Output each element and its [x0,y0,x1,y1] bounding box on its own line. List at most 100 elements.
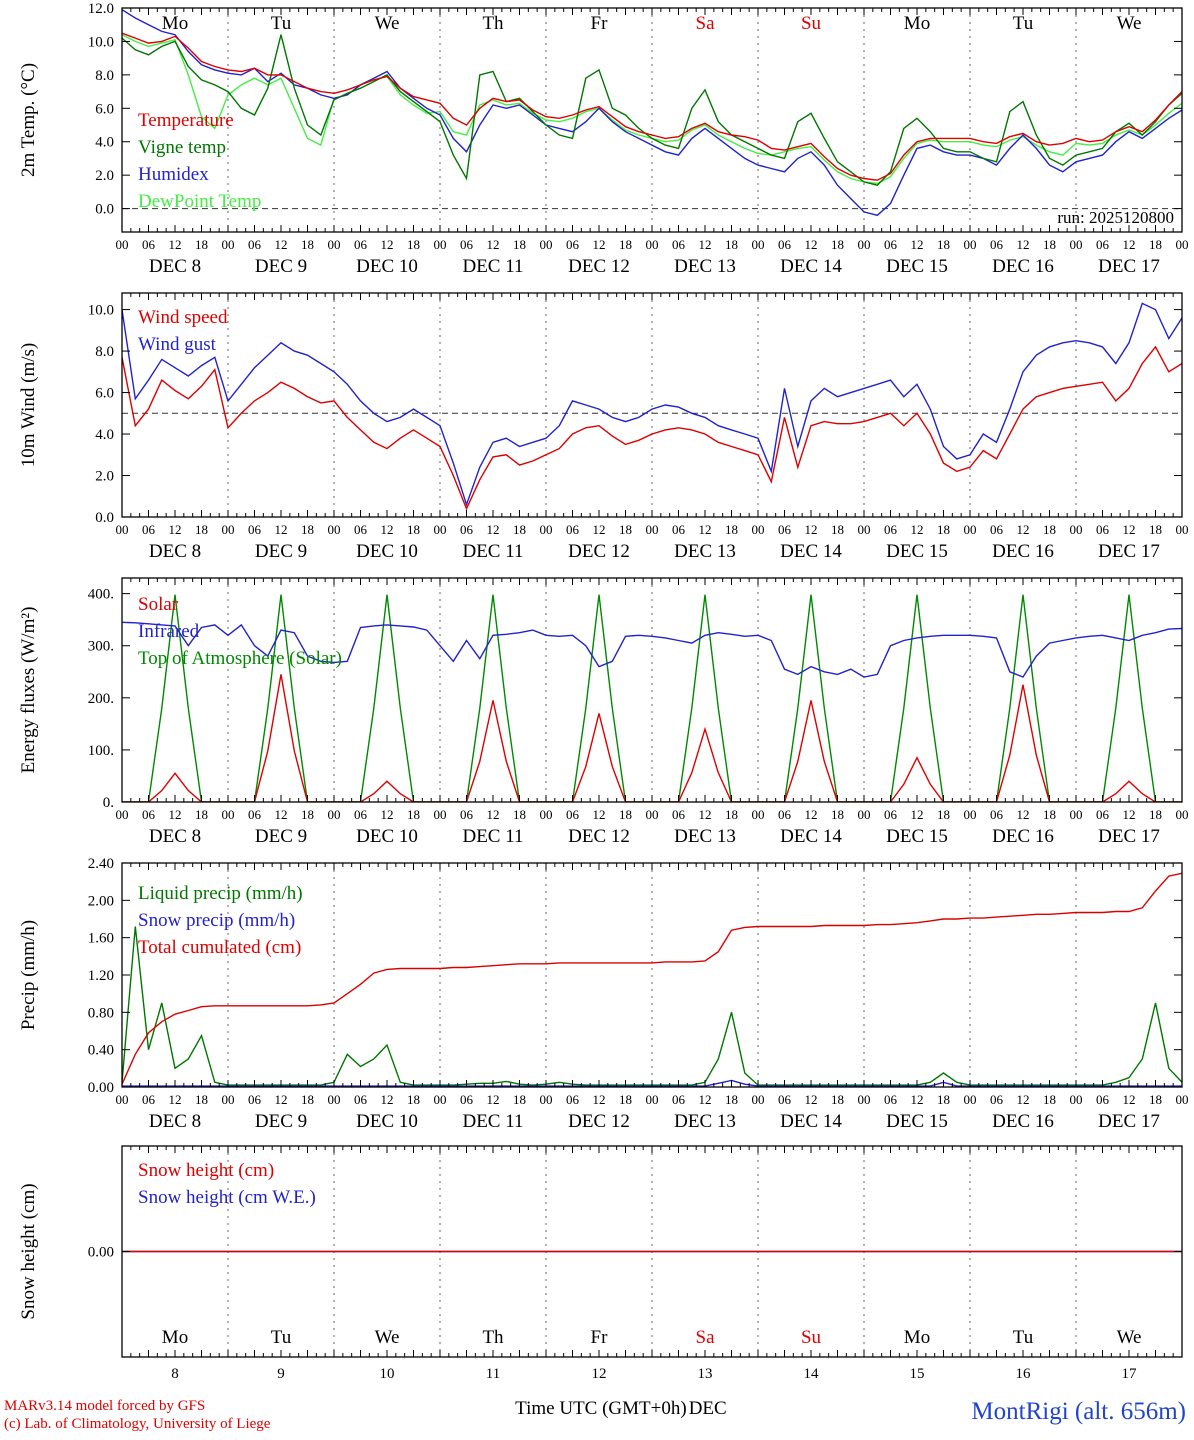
y-tick-label: 6.0 [95,101,114,117]
hour-label: 00 [1070,522,1083,537]
day-label: DEC 14 [780,541,842,562]
hour-label: 00 [1070,807,1083,822]
hour-label: 12 [593,522,606,537]
day-label: DEC 12 [568,1111,630,1132]
weekday-label: We [1117,1327,1142,1348]
day-number-label: 12 [592,1366,607,1382]
hour-label: 06 [990,807,1004,822]
weekday-label: Mo [904,1327,930,1348]
model-credits: MARv3.14 model forced by GFS (c) Lab. of… [4,1397,270,1435]
hour-label: 12 [169,1092,182,1107]
day-label: DEC 10 [356,256,418,277]
y-axis-title: Snow height (cm) [18,1183,39,1319]
hour-label: 00 [858,1092,871,1107]
hour-label: 18 [301,522,314,537]
weekday-label: Fr [591,1327,609,1348]
series-wind-gust [122,302,1182,507]
hour-label: 18 [513,807,526,822]
hour-label: 06 [1096,1092,1110,1107]
hour-label: 18 [725,807,738,822]
hour-label: 12 [1017,807,1030,822]
y-tick-label: 12.0 [88,1,114,17]
hour-label: 12 [487,237,500,252]
weekday-label: Th [482,13,504,34]
day-label: DEC 11 [462,826,523,847]
day-label: DEC 8 [149,826,201,847]
legend-energy-fluxes-2: Top of Atmosphere (Solar) [138,648,342,669]
hour-label: 00 [116,237,129,252]
hour-label: 00 [752,237,765,252]
y-tick-label: 4.0 [95,427,114,443]
weekday-label: Su [801,13,822,34]
hour-label: 18 [513,522,526,537]
hour-label: 06 [672,237,686,252]
y-tick-label: 8.0 [95,68,114,84]
panel-precipitation: 0.00 0.40 0.80 1.20 1.60 2.00 2.40 00 06 12 18 00 06… [18,856,1189,1132]
hour-label: 18 [407,1092,420,1107]
hour-label: 00 [1070,237,1083,252]
hour-label: 12 [805,1092,818,1107]
day-number-label: 11 [486,1366,500,1382]
y-tick-label: 2.00 [88,893,114,909]
hour-label: 06 [672,807,686,822]
hour-label: 12 [487,522,500,537]
hour-label: 06 [142,807,156,822]
weekday-label: Mo [162,13,188,34]
hour-label: 12 [699,1092,712,1107]
legend-snow-height-1: Snow height (cm W.E.) [138,1187,316,1208]
hour-label: 18 [725,237,738,252]
hour-label: 06 [248,1092,262,1107]
hour-label: 00 [328,522,341,537]
series-temperature [122,32,1182,181]
hour-label: 06 [566,237,580,252]
series-total-cumulated [122,872,1182,1085]
hour-label: 12 [1017,237,1030,252]
series-wind-speed [122,345,1182,511]
day-label: DEC 16 [992,256,1054,277]
hour-label: 12 [593,807,606,822]
hour-label: 00 [964,1092,977,1107]
day-label: DEC 11 [462,256,523,277]
y-axis-title: 10m Wind (m/s) [18,343,39,468]
y-tick-label: 10.0 [88,34,114,50]
hour-label: 06 [248,807,262,822]
day-label: DEC 16 [992,541,1054,562]
weekday-label: Tu [271,1327,292,1348]
hour-label: 06 [990,522,1004,537]
weekday-label: Su [801,1327,822,1348]
weekday-label: Tu [1013,1327,1034,1348]
hour-label: 06 [142,522,156,537]
hour-label: 18 [831,807,844,822]
weekday-label: Mo [162,1327,188,1348]
legend-2m-temperature-3: DewPoint Temp [138,191,261,212]
weekday-label: Tu [1013,13,1034,34]
hour-label: 06 [672,1092,686,1107]
hour-label: 00 [964,807,977,822]
y-tick-label: 2.0 [95,168,114,184]
day-label: DEC 12 [568,541,630,562]
hour-label: 18 [195,522,208,537]
weekday-label: Sa [696,13,716,34]
hour-label: 00 [434,1092,447,1107]
hour-label: 12 [911,807,924,822]
hour-label: 00 [1176,807,1189,822]
y-tick-label: 10.0 [88,303,114,319]
y-tick-label: 0. [103,795,114,811]
x-axis-title: Time UTC (GMT+0h) DEC [515,1398,727,1434]
day-label: DEC 13 [674,541,736,562]
y-axis-title: 2m Temp. (°C) [18,63,39,177]
hour-label: 00 [116,522,129,537]
hour-label: 18 [513,1092,526,1107]
hour-label: 06 [354,807,368,822]
hour-label: 00 [116,807,129,822]
model-credit-line2: (c) Lab. of Climatology, University of L… [4,1416,271,1433]
legend-10m-wind-1: Wind gust [138,334,217,355]
y-tick-label: 300. [88,639,114,655]
hour-label: 06 [778,522,792,537]
hour-label: 18 [831,1092,844,1107]
day-label: DEC 11 [462,541,523,562]
series-solar [122,674,1182,802]
hour-label: 00 [858,522,871,537]
hour-label: 18 [831,522,844,537]
hour-label: 18 [1149,1092,1162,1107]
